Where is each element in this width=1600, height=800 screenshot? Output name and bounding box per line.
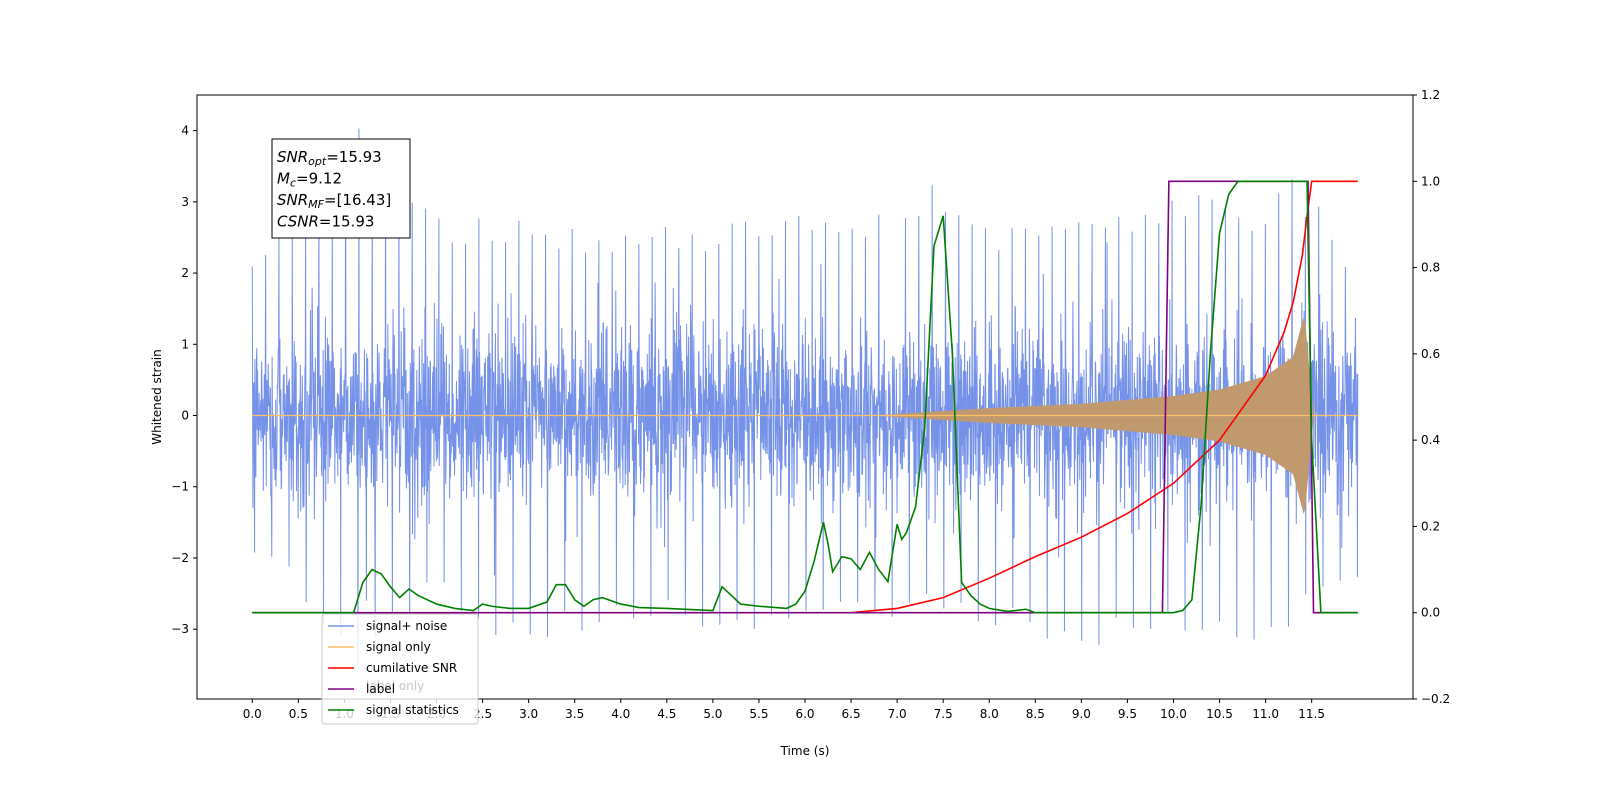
x-tick-label: 8.0 bbox=[980, 707, 999, 721]
x-tick-label: 6.5 bbox=[842, 707, 861, 721]
legend-label: cumilative SNR bbox=[366, 661, 457, 675]
y2-tick-label: 1.2 bbox=[1421, 88, 1440, 102]
y-tick-label: 4 bbox=[181, 124, 189, 138]
series-layer bbox=[252, 180, 1358, 614]
y-tick-label: 0 bbox=[181, 409, 189, 423]
x-tick-label: 6.0 bbox=[795, 707, 814, 721]
x-tick-label: 4.0 bbox=[611, 707, 630, 721]
annotation-line: SNRMF=[16.43] bbox=[277, 191, 391, 211]
annotation-frame bbox=[271, 138, 411, 239]
x-tick-label: 0.0 bbox=[243, 707, 262, 721]
y-axis-ticks: −3 −2 −1 0 1 2 3 4 bbox=[171, 124, 197, 636]
annotation-line: CSNR=15.93 bbox=[277, 213, 374, 231]
legend-label: signal only bbox=[366, 640, 431, 654]
y2-axis-ticks: −0.2 0.0 0.2 0.4 0.6 0.8 1.0 1.2 bbox=[1413, 88, 1450, 706]
y2-tick-label: 0.8 bbox=[1421, 261, 1440, 275]
legend-label: signal statistics bbox=[366, 703, 459, 717]
plot-area bbox=[251, 128, 1359, 668]
y2-tick-label: 0.0 bbox=[1421, 606, 1440, 620]
series-line-cumilative-snr bbox=[850, 180, 1358, 614]
x-tick-label: 9.0 bbox=[1072, 707, 1091, 721]
y-axis-label: Whitened strain bbox=[150, 349, 164, 445]
x-tick-label: 11.0 bbox=[1252, 707, 1279, 721]
x-tick-label: 3.5 bbox=[565, 707, 584, 721]
x-tick-label: 8.5 bbox=[1026, 707, 1045, 721]
y2-tick-label: −0.2 bbox=[1421, 692, 1450, 706]
y-tick-label: −2 bbox=[171, 551, 189, 565]
y2-tick-label: 0.4 bbox=[1421, 433, 1440, 447]
y-tick-label: 2 bbox=[181, 266, 189, 280]
x-tick-label: 4.5 bbox=[657, 707, 676, 721]
y2-tick-label: 0.6 bbox=[1421, 347, 1440, 361]
legend-frame bbox=[321, 613, 479, 725]
annotation-line: Mc=9.12 bbox=[277, 170, 342, 190]
x-tick-label: 5.5 bbox=[749, 707, 768, 721]
y-tick-label: 3 bbox=[181, 195, 189, 209]
x-tick-label: 10.0 bbox=[1160, 707, 1187, 721]
y-tick-label: 1 bbox=[181, 337, 189, 351]
legend-hidden-text: label only bbox=[366, 679, 424, 693]
legend: label only signal+ noise signal only cumila… bbox=[321, 613, 479, 725]
x-tick-label: 11.5 bbox=[1298, 707, 1325, 721]
y2-tick-label: 1.0 bbox=[1421, 174, 1440, 188]
x-tick-label: 7.0 bbox=[888, 707, 907, 721]
y-tick-label: −3 bbox=[171, 622, 189, 636]
x-tick-label: 10.5 bbox=[1206, 707, 1233, 721]
x-axis-label: Time (s) bbox=[780, 744, 830, 758]
x-tick-label: 3.0 bbox=[519, 707, 538, 721]
x-tick-label: 5.0 bbox=[703, 707, 722, 721]
x-tick-label: 0.5 bbox=[289, 707, 308, 721]
x-tick-label: 7.5 bbox=[934, 707, 953, 721]
y-tick-label: −1 bbox=[171, 480, 189, 494]
y2-tick-label: 0.2 bbox=[1421, 519, 1440, 533]
annotation-line: SNRopt=15.93 bbox=[277, 148, 382, 168]
legend-label: label bbox=[366, 682, 395, 696]
series-line-signal-statistics bbox=[252, 180, 1358, 614]
x-tick-label: 9.5 bbox=[1118, 707, 1137, 721]
legend-label: signal+ noise bbox=[366, 619, 447, 633]
